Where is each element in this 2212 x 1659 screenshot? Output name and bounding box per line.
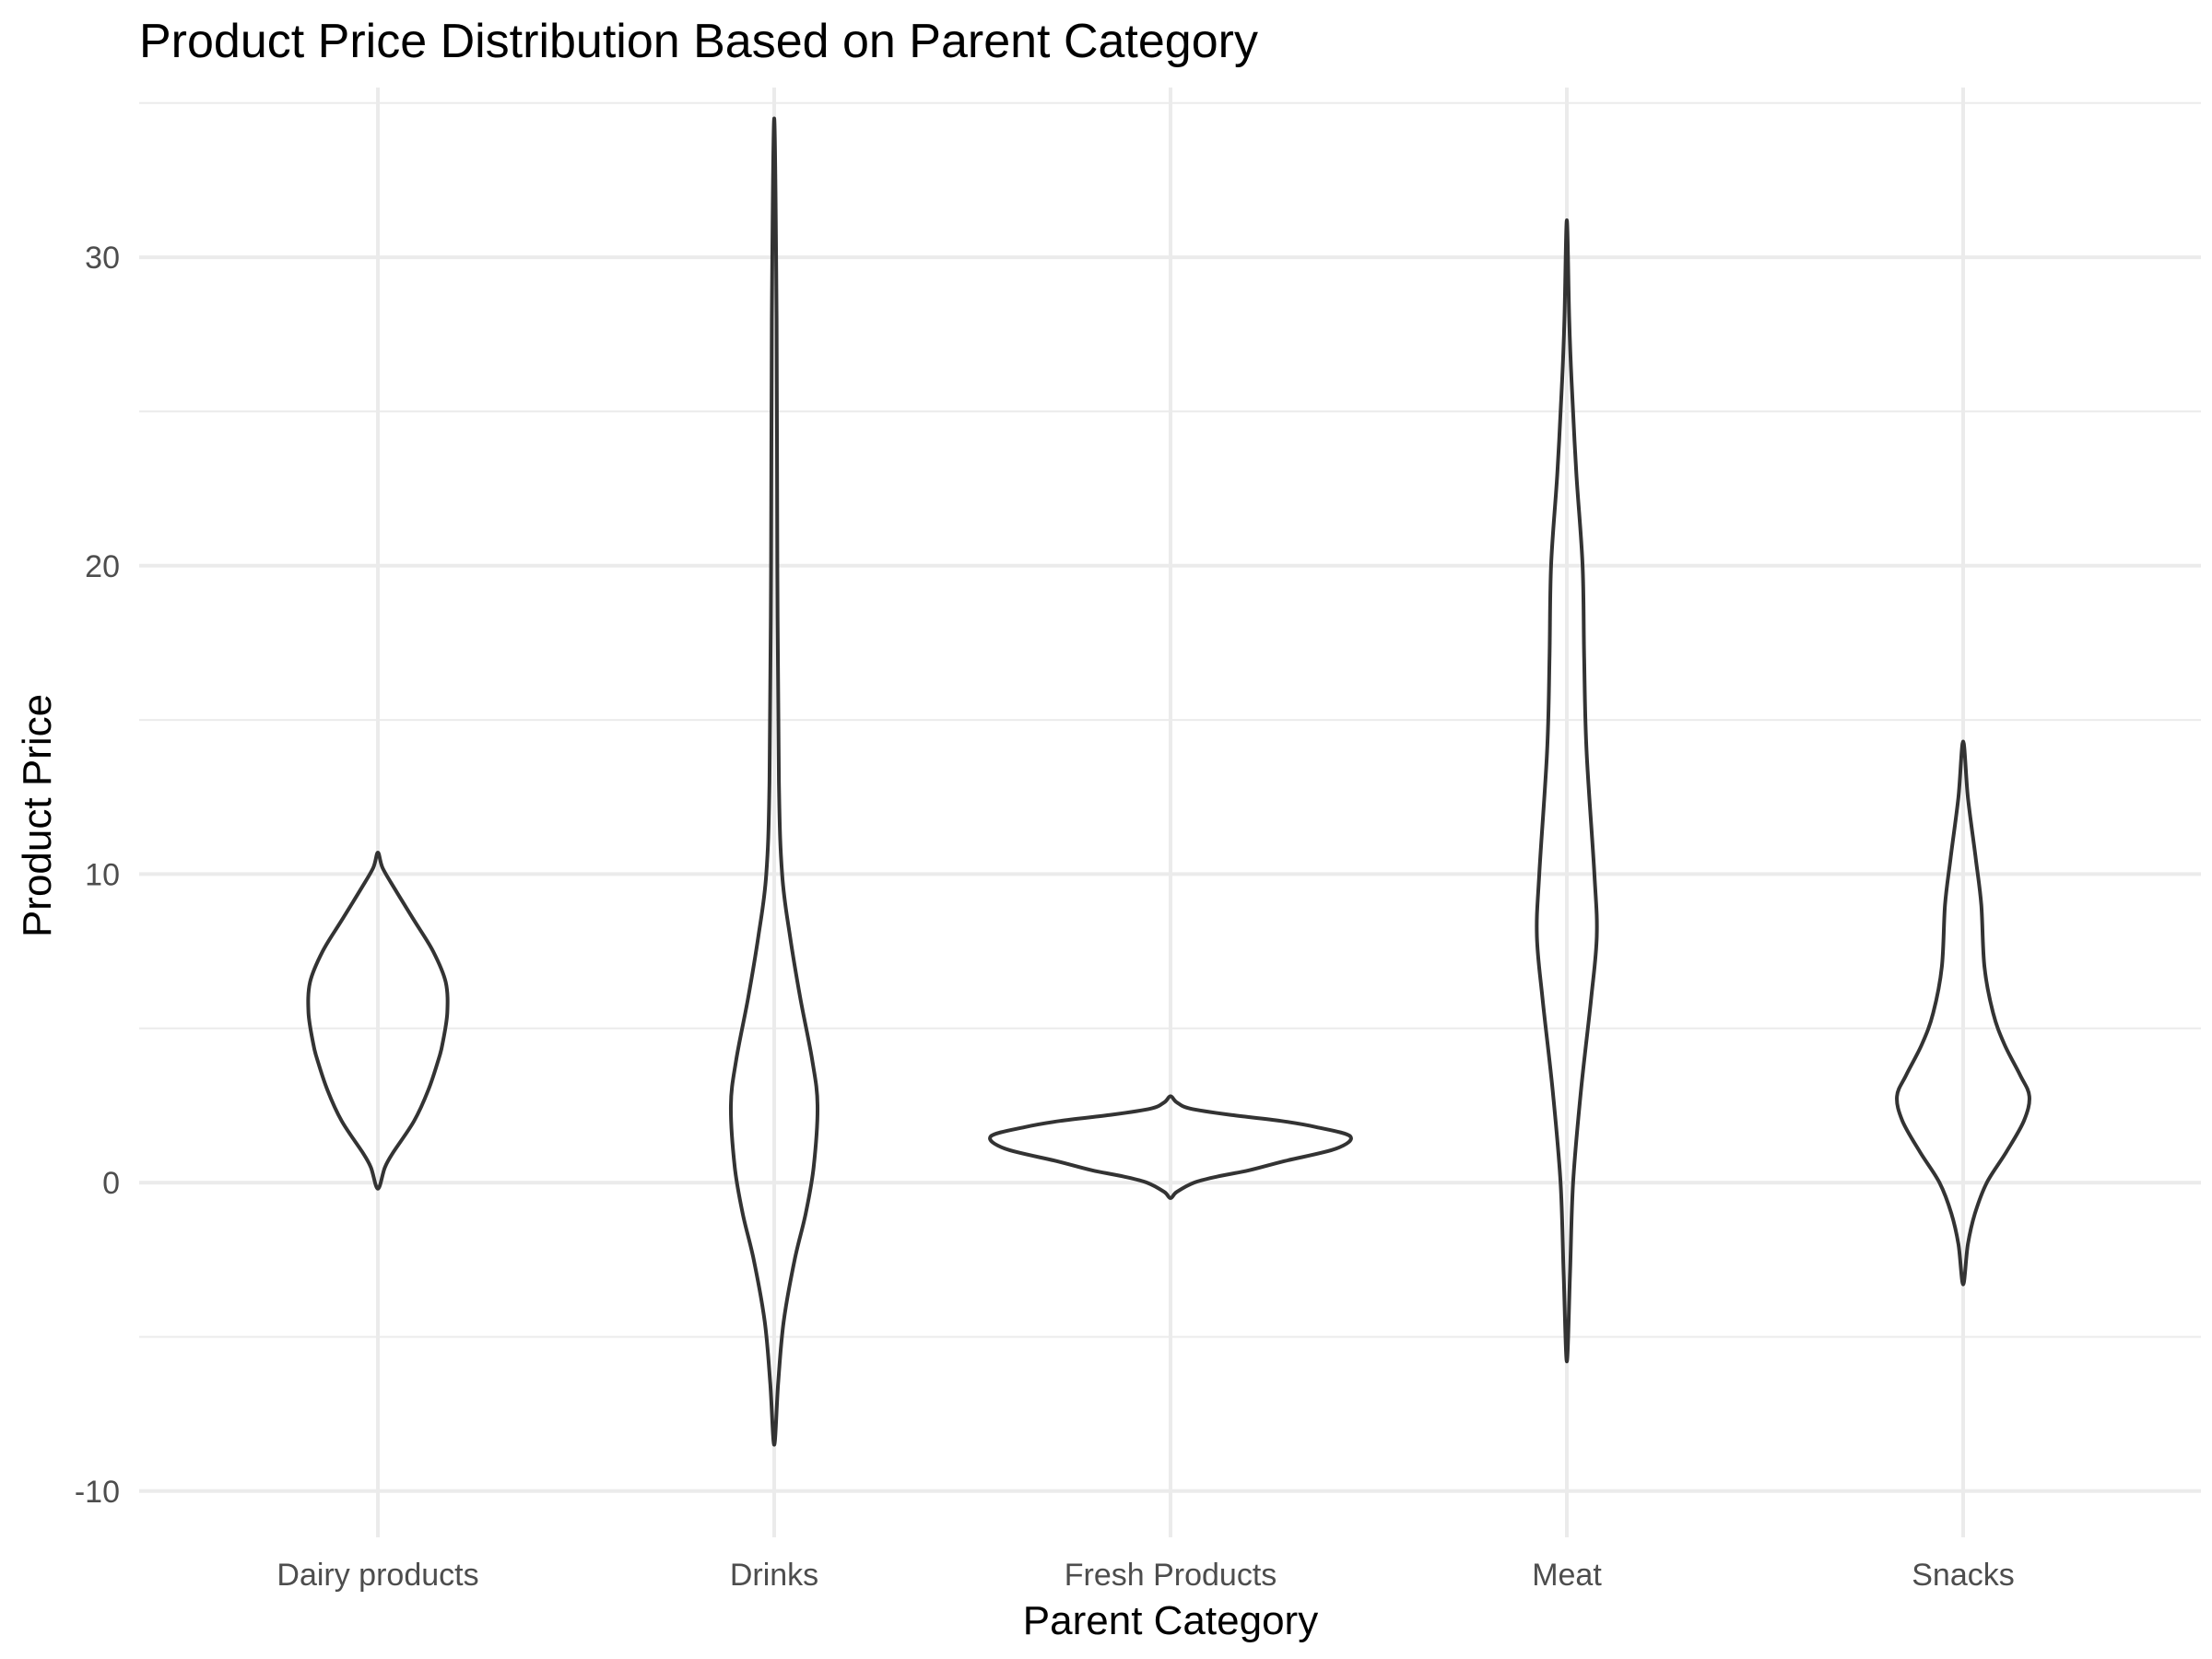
y-tick-label: -10 bbox=[75, 1475, 120, 1510]
x-tick-label: Drinks bbox=[730, 1558, 818, 1593]
y-axis-title: Product Price bbox=[15, 694, 60, 937]
violin-snacks bbox=[1895, 739, 2031, 1287]
violin-dairy-products bbox=[306, 851, 450, 1191]
x-axis-title: Parent Category bbox=[1023, 1598, 1318, 1643]
y-tick-label: 20 bbox=[85, 549, 120, 584]
x-tick-label: Snacks bbox=[1912, 1558, 2015, 1593]
violin-drinks bbox=[728, 116, 820, 1447]
x-tick-label: Fresh Products bbox=[1065, 1558, 1277, 1593]
y-tick-label: 30 bbox=[85, 241, 120, 276]
x-tick-label: Meat bbox=[1532, 1558, 1602, 1593]
violin-series bbox=[306, 116, 2031, 1447]
x-axis-tick-labels: Dairy products Drinks Fresh Products Meat Sn… bbox=[276, 1558, 2014, 1593]
y-axis-tick-labels: -10 0 10 20 30 bbox=[75, 241, 120, 1510]
chart-title: Product Price Distribution Based on Pare… bbox=[139, 15, 1258, 68]
x-tick-label: Dairy products bbox=[276, 1558, 478, 1593]
grid-lines bbox=[139, 88, 2201, 1537]
y-tick-label: 10 bbox=[85, 857, 120, 892]
violin-meat bbox=[1535, 218, 1599, 1364]
violin-fresh-products bbox=[988, 1094, 1353, 1200]
y-tick-label: 0 bbox=[102, 1166, 120, 1201]
